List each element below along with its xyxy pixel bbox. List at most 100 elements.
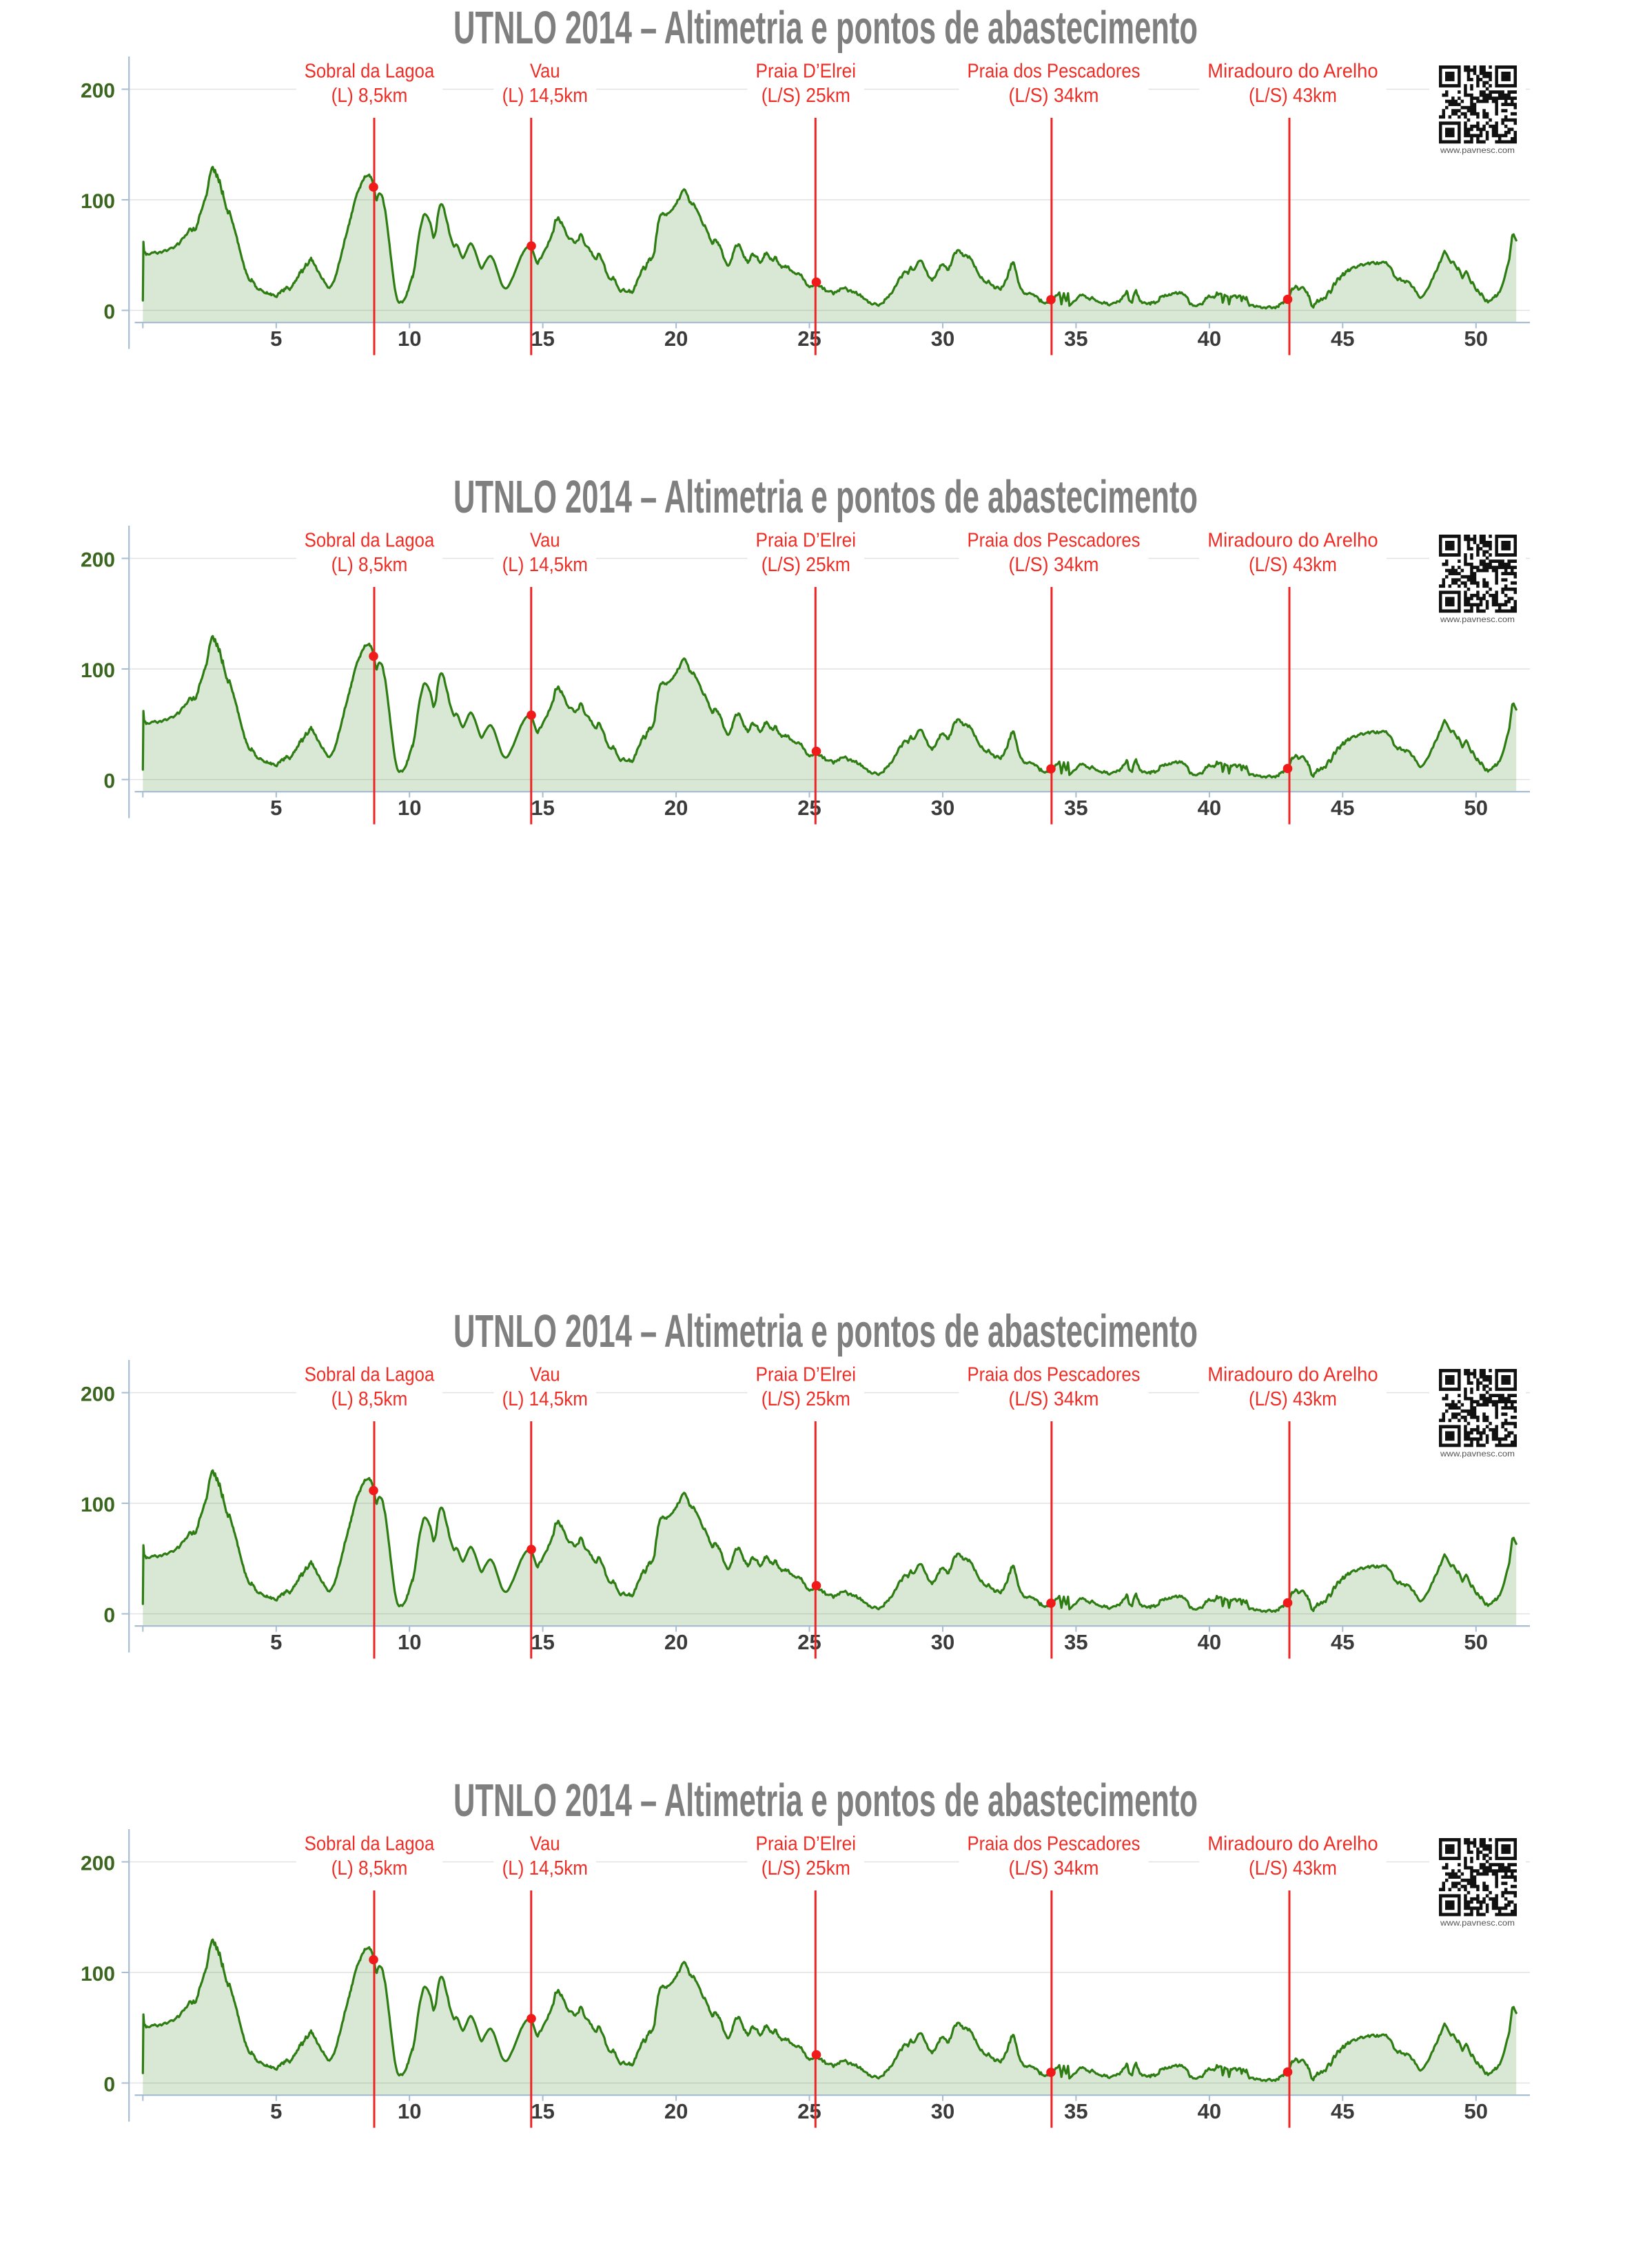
svg-text:(L/S) 43km: (L/S) 43km bbox=[1249, 554, 1337, 576]
svg-text:(L/S) 43km: (L/S) 43km bbox=[1249, 85, 1337, 107]
svg-text:40: 40 bbox=[1198, 327, 1221, 351]
svg-text:(L/S) 34km: (L/S) 34km bbox=[1009, 1857, 1099, 1879]
svg-text:UTNLO 2014 – Altimetria e pont: UTNLO 2014 – Altimetria e pontos de abas… bbox=[453, 1775, 1198, 1826]
svg-text:45: 45 bbox=[1331, 796, 1354, 820]
svg-text:(L) 8,5km: (L) 8,5km bbox=[331, 554, 408, 576]
svg-text:Vau: Vau bbox=[530, 1364, 560, 1386]
svg-text:Praia dos Pescadores: Praia dos Pescadores bbox=[968, 61, 1141, 83]
svg-text:200: 200 bbox=[81, 80, 115, 103]
svg-text:10: 10 bbox=[398, 2099, 421, 2123]
svg-text:45: 45 bbox=[1331, 2099, 1354, 2123]
svg-text:30: 30 bbox=[931, 2099, 954, 2123]
svg-text:0: 0 bbox=[103, 2074, 115, 2096]
svg-text:25: 25 bbox=[797, 2099, 821, 2123]
svg-text:100: 100 bbox=[81, 190, 115, 213]
svg-text:50: 50 bbox=[1464, 1630, 1488, 1654]
svg-text:(L/S) 25km: (L/S) 25km bbox=[762, 85, 850, 107]
svg-text:20: 20 bbox=[664, 1630, 688, 1654]
svg-text:45: 45 bbox=[1331, 1630, 1354, 1654]
svg-text:5: 5 bbox=[270, 327, 282, 351]
svg-text:50: 50 bbox=[1464, 796, 1488, 820]
svg-text:100: 100 bbox=[81, 659, 115, 682]
svg-text:40: 40 bbox=[1198, 796, 1221, 820]
svg-text:25: 25 bbox=[797, 1630, 821, 1654]
svg-text:50: 50 bbox=[1464, 2099, 1488, 2123]
svg-text:Sobral da Lagoa: Sobral da Lagoa bbox=[305, 61, 435, 83]
svg-text:200: 200 bbox=[81, 1383, 115, 1406]
svg-text:www.pavnesc.com: www.pavnesc.com bbox=[1440, 1449, 1515, 1458]
svg-text:35: 35 bbox=[1064, 327, 1087, 351]
svg-text:40: 40 bbox=[1198, 2099, 1221, 2123]
svg-text:Sobral da Lagoa: Sobral da Lagoa bbox=[305, 1833, 435, 1855]
svg-text:0: 0 bbox=[103, 301, 115, 324]
svg-text:(L) 14,5km: (L) 14,5km bbox=[502, 1388, 588, 1410]
svg-text:15: 15 bbox=[531, 796, 554, 820]
svg-text:(L) 14,5km: (L) 14,5km bbox=[502, 85, 588, 107]
svg-text:35: 35 bbox=[1064, 2099, 1087, 2123]
svg-text:Praia D’Elrei: Praia D’Elrei bbox=[756, 1364, 857, 1386]
svg-text:(L/S) 43km: (L/S) 43km bbox=[1249, 1388, 1337, 1410]
svg-text:(L) 8,5km: (L) 8,5km bbox=[331, 85, 408, 107]
svg-text:35: 35 bbox=[1064, 796, 1087, 820]
svg-text:Miradouro do Arelho: Miradouro do Arelho bbox=[1207, 530, 1378, 552]
svg-text:UTNLO 2014 – Altimetria e pont: UTNLO 2014 – Altimetria e pontos de abas… bbox=[453, 2, 1198, 54]
svg-text:20: 20 bbox=[664, 2099, 688, 2123]
svg-text:www.pavnesc.com: www.pavnesc.com bbox=[1440, 615, 1515, 624]
svg-text:10: 10 bbox=[398, 327, 421, 351]
svg-text:www.pavnesc.com: www.pavnesc.com bbox=[1440, 145, 1515, 155]
svg-text:(L/S) 34km: (L/S) 34km bbox=[1009, 554, 1099, 576]
svg-text:20: 20 bbox=[664, 796, 688, 820]
svg-text:10: 10 bbox=[398, 796, 421, 820]
svg-text:(L) 14,5km: (L) 14,5km bbox=[502, 1857, 588, 1879]
svg-text:40: 40 bbox=[1198, 1630, 1221, 1654]
svg-text:Sobral da Lagoa: Sobral da Lagoa bbox=[305, 1364, 435, 1386]
svg-text:30: 30 bbox=[931, 796, 954, 820]
svg-text:50: 50 bbox=[1464, 327, 1488, 351]
svg-text:Praia dos Pescadores: Praia dos Pescadores bbox=[968, 1833, 1141, 1855]
svg-text:25: 25 bbox=[797, 327, 821, 351]
svg-text:0: 0 bbox=[103, 1605, 115, 1627]
svg-text:Vau: Vau bbox=[530, 530, 560, 552]
svg-text:(L) 8,5km: (L) 8,5km bbox=[331, 1857, 408, 1879]
svg-text:(L/S) 43km: (L/S) 43km bbox=[1249, 1857, 1337, 1879]
svg-text:100: 100 bbox=[81, 1963, 115, 1986]
svg-text:(L) 14,5km: (L) 14,5km bbox=[502, 554, 588, 576]
svg-text:Praia D’Elrei: Praia D’Elrei bbox=[756, 61, 857, 83]
svg-text:Praia D’Elrei: Praia D’Elrei bbox=[756, 1833, 857, 1855]
svg-text:Vau: Vau bbox=[530, 61, 560, 83]
svg-text:(L/S) 25km: (L/S) 25km bbox=[762, 1857, 850, 1879]
svg-text:45: 45 bbox=[1331, 327, 1354, 351]
svg-text:Vau: Vau bbox=[530, 1833, 560, 1855]
svg-text:(L) 8,5km: (L) 8,5km bbox=[331, 1388, 408, 1410]
svg-text:20: 20 bbox=[664, 327, 688, 351]
svg-text:30: 30 bbox=[931, 1630, 954, 1654]
svg-text:(L/S) 34km: (L/S) 34km bbox=[1009, 1388, 1099, 1410]
svg-text:200: 200 bbox=[81, 1853, 115, 1875]
svg-text:35: 35 bbox=[1064, 1630, 1087, 1654]
svg-text:(L/S) 25km: (L/S) 25km bbox=[762, 554, 850, 576]
svg-text:5: 5 bbox=[270, 796, 282, 820]
svg-text:UTNLO 2014 – Altimetria e pont: UTNLO 2014 – Altimetria e pontos de abas… bbox=[453, 1306, 1198, 1357]
svg-text:Praia dos Pescadores: Praia dos Pescadores bbox=[968, 530, 1141, 552]
svg-text:Miradouro do Arelho: Miradouro do Arelho bbox=[1207, 1833, 1378, 1855]
svg-text:30: 30 bbox=[931, 327, 954, 351]
svg-text:15: 15 bbox=[531, 1630, 554, 1654]
svg-text:15: 15 bbox=[531, 327, 554, 351]
svg-text:www.pavnesc.com: www.pavnesc.com bbox=[1440, 1918, 1515, 1928]
svg-text:(L/S) 34km: (L/S) 34km bbox=[1009, 85, 1099, 107]
svg-text:5: 5 bbox=[270, 2099, 282, 2123]
svg-text:25: 25 bbox=[797, 796, 821, 820]
svg-text:UTNLO 2014 – Altimetria e pont: UTNLO 2014 – Altimetria e pontos de abas… bbox=[453, 471, 1198, 523]
svg-text:200: 200 bbox=[81, 549, 115, 572]
svg-text:100: 100 bbox=[81, 1494, 115, 1516]
svg-text:15: 15 bbox=[531, 2099, 554, 2123]
svg-text:5: 5 bbox=[270, 1630, 282, 1654]
svg-text:0: 0 bbox=[103, 770, 115, 793]
svg-text:Praia D’Elrei: Praia D’Elrei bbox=[756, 530, 857, 552]
svg-text:Praia dos Pescadores: Praia dos Pescadores bbox=[968, 1364, 1141, 1386]
svg-text:10: 10 bbox=[398, 1630, 421, 1654]
svg-text:Miradouro do Arelho: Miradouro do Arelho bbox=[1207, 61, 1378, 83]
svg-text:(L/S) 25km: (L/S) 25km bbox=[762, 1388, 850, 1410]
svg-text:Miradouro do Arelho: Miradouro do Arelho bbox=[1207, 1364, 1378, 1386]
svg-text:Sobral da Lagoa: Sobral da Lagoa bbox=[305, 530, 435, 552]
